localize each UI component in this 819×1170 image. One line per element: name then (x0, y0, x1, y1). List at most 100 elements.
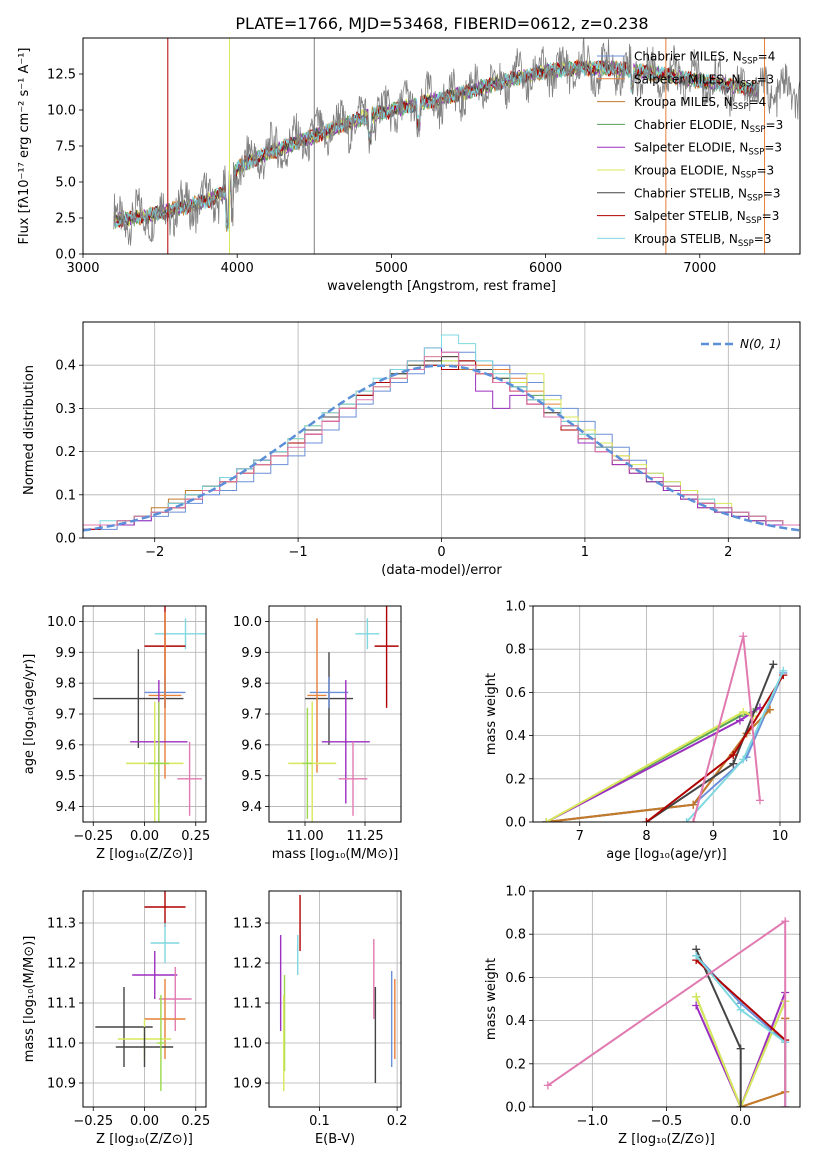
axes-frame (82, 321, 801, 539)
axes-frame (82, 890, 207, 1108)
x-axis-label: Z [log₁₀(Z/Z⊙)] (618, 1132, 715, 1147)
weight-marker (779, 666, 788, 675)
y-tick-label: 1.0 (505, 885, 526, 900)
weight-marker (736, 1044, 745, 1053)
x-tick-label: 5000 (375, 261, 408, 276)
legend-label-count: =4 (749, 95, 767, 109)
normal-curve (83, 364, 800, 532)
x-tick-label: −0.5 (651, 1114, 683, 1129)
plot-area (543, 917, 790, 1107)
axes-frame (532, 890, 801, 1108)
x-axis-label: wavelength [Angstrom, rest frame] (327, 279, 556, 294)
y-tick-label: 9.9 (241, 646, 262, 661)
y-tick-label: 0.1 (55, 488, 76, 503)
y-tick-label: 10.9 (47, 1077, 76, 1092)
legend-label: Chabrier ELODIE, NSSP=3 (634, 118, 783, 135)
y-tick-label: 0.0 (505, 1101, 526, 1116)
legend-label-count: =3 (756, 164, 774, 178)
y-tick-label: 0.8 (505, 643, 526, 658)
y-tick-label: 12.5 (47, 68, 76, 83)
y-tick-label: 0.4 (505, 729, 526, 744)
weight-marker (689, 818, 698, 822)
legend-label: Salpeter STELIB, NSSP=3 (634, 209, 779, 226)
spectrum-line (113, 38, 800, 246)
x-tick-label: 7 (576, 829, 584, 844)
y-tick-label: 9.9 (55, 646, 76, 661)
x-tick-label: 11.25 (346, 829, 383, 844)
chart-spectrum: 3000 4000 5000 6000 7000 0.0 2.5 5.0 7.5 10.0 12.5… (17, 37, 801, 294)
x-tick-label: 0.25 (181, 1114, 210, 1129)
y-tick-label: 0.0 (505, 816, 526, 831)
y-tick-label: 11.1 (233, 997, 262, 1012)
y-tick-label: 10.9 (233, 1077, 262, 1092)
weight-marker (781, 917, 790, 926)
chart-age-vs-mass: 11.00 11.25 9.4 9.5 9.6 9.7 9.8 9.9 10.0 mass [lo… (233, 605, 402, 862)
y-tick-label: 1.0 (505, 600, 526, 615)
figure-title: PLATE=1766, MJD=53468, FIBERID=0612, z=0… (235, 14, 648, 33)
plot-area (279, 895, 396, 1091)
plot-area (95, 891, 192, 1091)
y-tick-label: 10.0 (47, 104, 76, 119)
legend-label-count: =3 (764, 141, 782, 155)
y-tick-label: 7.5 (55, 140, 76, 155)
x-tick-label: 2 (724, 545, 732, 560)
x-tick-label: 3000 (66, 261, 99, 276)
y-tick-label: 0.2 (505, 772, 526, 787)
x-tick-label: 0 (437, 545, 445, 560)
x-tick-label: 9 (709, 829, 717, 844)
legend-label-text: Salpeter STELIB, N (634, 209, 746, 223)
y-tick-label: 0.2 (505, 1057, 526, 1072)
x-tick-label: 11.00 (286, 829, 323, 844)
weight-marker (689, 800, 698, 809)
y-tick-label: 5.0 (55, 176, 76, 191)
legend-label: Kroupa MILES, NSSP=4 (634, 95, 766, 112)
y-tick-label: 0.0 (55, 532, 76, 547)
y-tick-label: 0.4 (55, 359, 76, 374)
weight-marker (736, 1005, 745, 1014)
y-axis-label: Normed distribution (22, 365, 37, 495)
x-tick-label: 0.1 (309, 1114, 330, 1129)
legend-label-text: Salpeter ELODIE, N (634, 141, 748, 155)
chart-residuals: −2 −1 0 1 2 0.0 0.1 0.2 0.3 0.4 (data-model)/error… (22, 321, 801, 578)
legend-label-text: Chabrier STELIB, N (634, 186, 747, 200)
legend-label: Chabrier STELIB, NSSP=3 (634, 186, 781, 203)
weight-series (740, 1018, 787, 1107)
weight-marker (682, 818, 691, 822)
axes-frame (268, 890, 402, 1108)
legend-label-sub: SSP (741, 171, 757, 181)
y-tick-label: 11.2 (233, 957, 262, 972)
weight-marker (755, 796, 764, 805)
x-tick-label: −1.0 (577, 1114, 609, 1129)
weight-marker (765, 705, 774, 714)
x-tick-label: −0.25 (73, 829, 113, 844)
weight-series (685, 670, 785, 822)
legend-label-count: =3 (766, 118, 784, 132)
legend-label-text: Chabrier ELODIE, N (634, 118, 750, 132)
weight-marker (739, 632, 748, 641)
plot-area (542, 632, 788, 822)
x-axis-label: age [log₁₀(age/yr)] (606, 847, 727, 862)
x-axis-label: (data-model)/error (381, 563, 502, 578)
y-tick-label: 0.8 (505, 928, 526, 943)
y-tick-label: 0.4 (505, 1014, 526, 1029)
y-tick-label: 9.7 (55, 708, 76, 723)
legend-label-count: =3 (754, 232, 772, 246)
axes-frame (82, 37, 801, 255)
legend-label-sub: SSP (750, 125, 766, 135)
weight-marker (729, 751, 738, 760)
y-axis-label: mass weight (484, 673, 499, 755)
y-tick-label: 0.3 (55, 402, 76, 417)
y-tick-label: 11.3 (47, 917, 76, 932)
y-axis-label: age [log₁₀(age/yr)] (22, 654, 37, 775)
x-tick-label: 1 (581, 545, 589, 560)
axes-frame (532, 605, 801, 823)
legend-label-count: =3 (763, 186, 781, 200)
weight-marker (735, 716, 744, 725)
legend-label-sub: SSP (741, 79, 757, 89)
y-tick-label: 9.4 (55, 800, 76, 815)
legend-label-count: =3 (756, 72, 774, 86)
legend-label-text: Kroupa MILES, N (634, 95, 733, 109)
weight-marker (642, 818, 651, 822)
y-tick-label: 2.5 (55, 212, 76, 227)
